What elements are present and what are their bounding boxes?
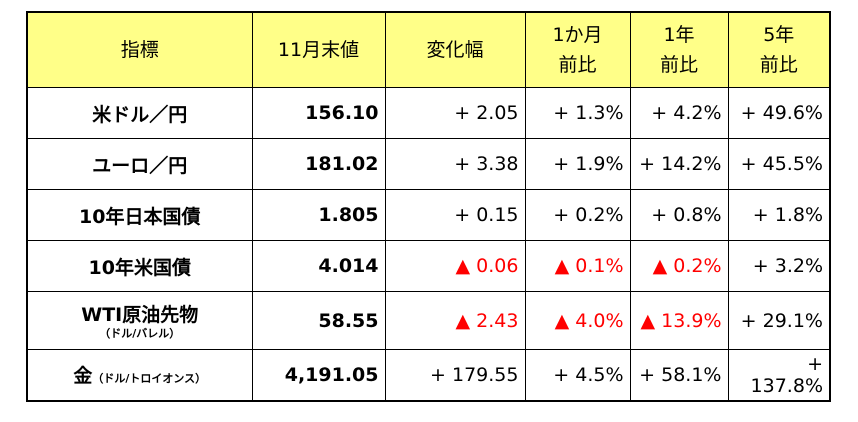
header-cell: 5年前比 xyxy=(727,11,831,88)
header-text: 11月末値 xyxy=(277,39,360,61)
change-cell: + 58.1% xyxy=(629,349,729,401)
row-value: 156.10 xyxy=(251,87,386,139)
name-text: 10年日本国債 xyxy=(79,205,201,228)
change-cell: + 1.9% xyxy=(524,138,631,190)
change-cell: + 4.5% xyxy=(524,349,631,401)
change-cell: + 2.05 xyxy=(384,87,526,139)
change-cell: + 0.15 xyxy=(384,189,526,241)
change-cell: ▲ 0.2% xyxy=(629,240,729,292)
header-text: 前比 xyxy=(558,54,597,76)
table-row: 10年米国債 4.014 ▲ 0.06 ▲ 0.1% ▲ 0.2% + 3.2% xyxy=(26,240,831,292)
change-cell: + 1.8% xyxy=(727,189,831,241)
name-text: ユーロ／円 xyxy=(92,154,188,177)
row-name: 10年米国債 xyxy=(26,240,253,292)
table-row: ユーロ／円 181.02 + 3.38 + 1.9% + 14.2% + 45.5% xyxy=(26,138,831,190)
table-row: 金（ドル/トロイオンス） 4,191.05 + 179.55 + 4.5% + 58.1… xyxy=(26,349,831,401)
name-text: 米ドル／円 xyxy=(92,103,188,126)
change-cell: ▲ 0.1% xyxy=(524,240,631,292)
change-cell: + 1.3% xyxy=(524,87,631,139)
header-text: 1か月 xyxy=(552,24,603,46)
change-cell: + 49.6% xyxy=(727,87,831,139)
header-text: 1年 xyxy=(663,24,695,46)
change-cell: + 45.5% xyxy=(727,138,831,190)
row-value: 181.02 xyxy=(251,138,386,190)
header-cell: 変化幅 xyxy=(384,11,526,88)
change-cell: + 0.8% xyxy=(629,189,729,241)
row-value: 4.014 xyxy=(251,240,386,292)
header-text: 5年 xyxy=(763,24,795,46)
row-value: 1.805 xyxy=(251,189,386,241)
header-cell: 11月末値 xyxy=(251,11,386,88)
table-row: 10年日本国債 1.805 + 0.15 + 0.2% + 0.8% + 1.8% xyxy=(26,189,831,241)
header-text: 指標 xyxy=(120,39,159,61)
change-cell: + 14.2% xyxy=(629,138,729,190)
table-row: 米ドル／円 156.10 + 2.05 + 1.3% + 4.2% + 49.6% xyxy=(26,87,831,139)
change-cell: + 137.8% xyxy=(727,349,831,401)
header-text: 前比 xyxy=(659,54,698,76)
change-cell: ▲ 4.0% xyxy=(524,291,631,350)
unit-note: （ドル/バレル） xyxy=(99,327,181,340)
change-cell: + 29.1% xyxy=(727,291,831,350)
change-cell: + 4.2% xyxy=(629,87,729,139)
change-cell: ▲ 13.9% xyxy=(629,291,729,350)
name-text: 10年米国債 xyxy=(88,256,191,279)
header-cell: 1か月前比 xyxy=(524,11,631,88)
name-text: 金 xyxy=(73,365,93,388)
row-name: 米ドル／円 xyxy=(26,87,253,139)
row-name: ユーロ／円 xyxy=(26,138,253,190)
table-row: WTI原油先物 （ドル/バレル） 58.55 ▲ 2.43 ▲ 4.0% ▲ 13.9% +… xyxy=(26,291,831,350)
name-text: WTI原油先物 xyxy=(81,304,199,326)
change-cell: + 179.55 xyxy=(384,349,526,401)
row-value: 58.55 xyxy=(251,291,386,350)
change-cell: ▲ 2.43 xyxy=(384,291,526,350)
row-name: 10年日本国債 xyxy=(26,189,253,241)
change-cell: + 3.38 xyxy=(384,138,526,190)
change-cell: + 0.2% xyxy=(524,189,631,241)
unit-note: （ドル/トロイオンス） xyxy=(92,372,207,386)
header-cell: 1年前比 xyxy=(629,11,729,88)
row-name: WTI原油先物 （ドル/バレル） xyxy=(26,291,253,350)
header-row: 指標 11月末値 変化幅 1か月 前比 1年 前比 5年 前比 xyxy=(26,11,831,88)
header-text: 前比 xyxy=(759,54,798,76)
change-cell: + 3.2% xyxy=(727,240,831,292)
header-cell: 指標 xyxy=(26,11,253,88)
change-cell: ▲ 0.06 xyxy=(384,240,526,292)
header-text: 変化幅 xyxy=(426,39,484,61)
table-body: 米ドル／円 156.10 + 2.05 + 1.3% + 4.2% + 49.6% ユーロ／… xyxy=(26,87,831,401)
row-name: 金（ドル/トロイオンス） xyxy=(26,349,253,401)
market-table: 指標 11月末値 変化幅 1か月 前比 1年 前比 5年 前比 米ドル／円 156.10 + 2.0… xyxy=(26,11,831,402)
row-value: 4,191.05 xyxy=(251,349,386,401)
